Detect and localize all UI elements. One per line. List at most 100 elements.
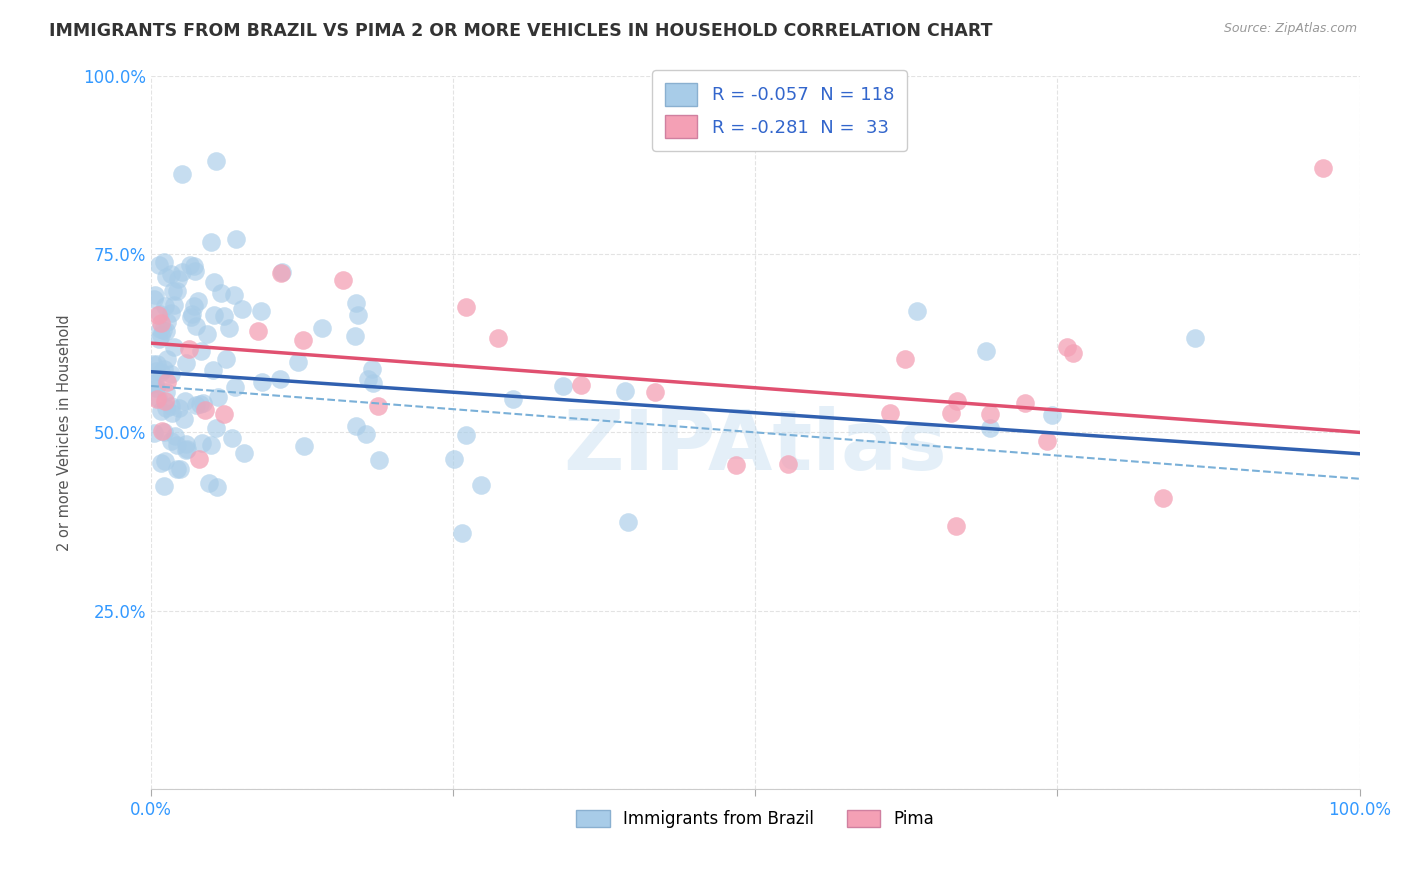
Point [195,327,218,342]
Point [142,358,165,372]
Point [945,394,967,409]
Point [146,308,169,322]
Point [569,377,592,392]
Text: IMMIGRANTS FROM BRAZIL VS PIMA 2 OR MORE VEHICLES IN HOUSEHOLD CORRELATION CHART: IMMIGRANTS FROM BRAZIL VS PIMA 2 OR MORE… [49,22,993,40]
Point [551,379,574,393]
Point [941,406,963,420]
Point [269,371,291,385]
Point [204,421,226,435]
Point [361,376,384,390]
Point [502,392,524,407]
Point [200,235,222,249]
Point [190,344,212,359]
Point [250,303,273,318]
Point [163,298,186,312]
Point [160,399,183,413]
Point [179,258,201,272]
Point [184,398,207,412]
Point [879,406,901,420]
Point [979,407,1001,421]
Point [163,340,186,354]
Point [470,477,492,491]
Point [148,391,170,405]
Point [174,393,197,408]
Point [174,355,197,369]
Point [155,324,177,338]
Point [143,425,166,440]
Point [207,390,229,404]
Point [176,442,198,456]
Y-axis label: 2 or more Vehicles in Household: 2 or more Vehicles in Household [58,314,72,550]
Point [150,456,173,470]
Point [150,316,173,330]
Point [167,271,190,285]
Point [776,457,799,471]
Point [172,168,194,182]
Point [162,284,184,298]
Point [205,154,228,169]
Point [354,426,377,441]
Point [644,385,666,400]
Point [311,320,333,334]
Point [291,333,314,347]
Point [212,407,235,421]
Point [166,462,188,476]
Point [148,332,170,346]
Point [222,288,245,302]
Point [153,255,176,269]
Point [905,304,928,318]
Point [1056,340,1078,354]
Point [361,361,384,376]
Point [287,354,309,368]
Point [215,351,238,366]
Point [346,308,368,322]
Text: Source: ZipAtlas.com: Source: ZipAtlas.com [1223,22,1357,36]
Point [332,273,354,287]
Point [174,442,197,457]
Point [153,478,176,492]
Point [1153,491,1175,505]
Point [191,396,214,410]
Point [1035,434,1057,448]
Point [156,352,179,367]
Point [143,293,166,307]
Point [1062,346,1084,360]
Point [155,270,177,285]
Point [1184,331,1206,345]
Point [221,431,243,445]
Point [141,377,163,392]
Point [224,380,246,394]
Point [156,375,179,389]
Point [155,401,177,416]
Point [202,363,225,377]
Point [250,375,273,389]
Point [170,265,193,279]
Point [173,412,195,426]
Point [149,307,172,321]
Point [169,462,191,476]
Point [202,308,225,322]
Point [357,372,380,386]
Point [231,302,253,317]
Point [486,331,509,345]
Point [343,329,366,343]
Point [150,327,173,342]
Point [155,384,177,399]
Point [344,418,367,433]
Point [153,299,176,313]
Point [344,295,367,310]
Point [166,438,188,452]
Point [218,321,240,335]
Point [167,401,190,415]
Point [367,399,389,413]
Point [202,276,225,290]
Point [188,397,211,411]
Text: ZIPAtlas: ZIPAtlas [564,406,948,487]
Point [616,515,638,529]
Point [190,436,212,450]
Point [1014,395,1036,409]
Point [212,309,235,323]
Point [1312,161,1334,176]
Point [614,384,637,398]
Point [163,429,186,443]
